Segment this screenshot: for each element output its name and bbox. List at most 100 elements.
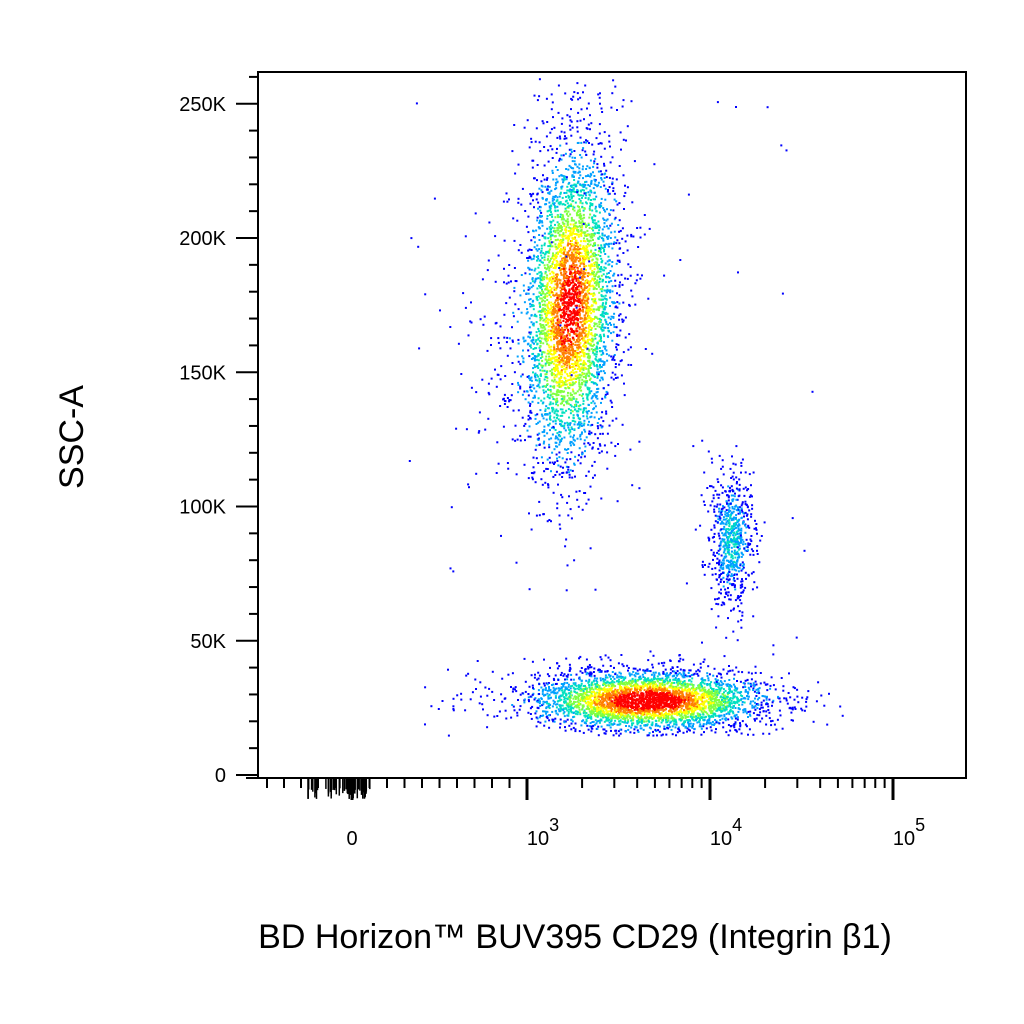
event-dot <box>596 267 599 270</box>
event-dot <box>754 671 757 674</box>
event-dot <box>576 687 579 690</box>
event-dot <box>579 404 582 407</box>
event-dot <box>544 358 547 361</box>
event-dot <box>496 441 499 444</box>
event-dot <box>556 342 559 345</box>
event-dot <box>586 671 589 674</box>
event-dot <box>547 329 550 332</box>
event-dot <box>537 462 540 464</box>
event-dot <box>576 390 579 393</box>
event-dot <box>554 311 557 314</box>
event-dot <box>507 467 510 470</box>
event-dot <box>614 688 617 691</box>
event-dot <box>552 291 555 294</box>
event-dot <box>559 423 561 426</box>
event-dot <box>527 435 530 438</box>
event-dot <box>589 372 591 375</box>
event-dot <box>535 339 538 342</box>
event-dot <box>626 186 629 189</box>
event-dot <box>615 178 618 181</box>
event-dot <box>529 282 532 285</box>
event-dot <box>507 274 510 277</box>
event-dot <box>582 282 585 285</box>
event-dot <box>578 167 581 170</box>
event-dot <box>539 281 542 284</box>
event-dot <box>601 329 604 332</box>
event-dot <box>670 728 673 731</box>
event-dot <box>553 348 556 351</box>
event-dot <box>552 252 554 255</box>
event-dot <box>595 308 598 311</box>
event-dot <box>579 438 582 441</box>
event-dot <box>586 243 589 246</box>
event-dot <box>546 288 549 291</box>
event-dot <box>580 328 583 331</box>
event-dot <box>538 284 540 287</box>
event-dot <box>579 174 582 177</box>
event-dot <box>550 320 553 323</box>
event-dot <box>613 241 616 244</box>
event-dot <box>534 448 537 451</box>
event-dot <box>582 411 585 413</box>
event-dot <box>560 437 563 440</box>
event-dot <box>582 194 585 197</box>
event-dot <box>587 368 590 371</box>
event-dot <box>820 694 823 697</box>
event-dot <box>580 194 583 197</box>
event-dot <box>594 328 597 330</box>
event-dot <box>602 387 605 390</box>
event-dot <box>583 276 586 279</box>
event-dot <box>530 141 533 144</box>
event-dot <box>552 683 555 686</box>
event-dot <box>552 275 555 278</box>
event-dot <box>569 667 572 670</box>
event-dot <box>611 182 614 184</box>
event-dot <box>563 311 566 314</box>
event-dot <box>551 226 554 229</box>
event-dot <box>575 225 578 228</box>
event-dot <box>613 192 616 195</box>
event-dot <box>577 180 580 183</box>
event-dot <box>619 313 622 316</box>
event-dot <box>610 332 612 335</box>
event-dot <box>791 706 794 709</box>
event-dot <box>757 688 760 690</box>
event-dot <box>598 267 601 270</box>
event-dot <box>558 360 561 363</box>
event-dot <box>530 239 533 242</box>
event-dot <box>552 380 555 383</box>
event-dot <box>567 242 570 245</box>
event-dot <box>683 714 686 717</box>
event-dot <box>570 120 573 123</box>
event-dot <box>539 219 541 222</box>
event-dot <box>607 316 610 319</box>
event-dot <box>553 376 556 379</box>
event-dot <box>566 399 569 402</box>
event-dot <box>554 264 556 266</box>
event-dot <box>566 421 569 424</box>
event-dot <box>726 693 729 696</box>
event-dot <box>611 339 614 342</box>
event-dot <box>600 202 603 205</box>
event-dot <box>552 271 555 274</box>
event-dot <box>540 247 543 250</box>
event-dot <box>573 276 576 279</box>
event-dot <box>548 280 551 283</box>
event-dot <box>606 724 609 727</box>
event-dot <box>584 197 587 199</box>
event-dot <box>620 714 622 717</box>
event-dot <box>560 174 563 177</box>
event-dot <box>541 359 544 362</box>
event-dot <box>594 225 597 228</box>
event-dot <box>528 377 531 380</box>
event-dot <box>506 336 509 339</box>
event-dot <box>600 178 603 181</box>
event-dot <box>581 272 584 275</box>
event-dot <box>587 298 590 301</box>
event-dot <box>559 435 562 438</box>
event-dot <box>567 328 569 331</box>
event-dot <box>589 128 591 131</box>
event-dot <box>601 259 604 262</box>
event-dot <box>586 285 589 288</box>
event-dot <box>588 282 591 284</box>
